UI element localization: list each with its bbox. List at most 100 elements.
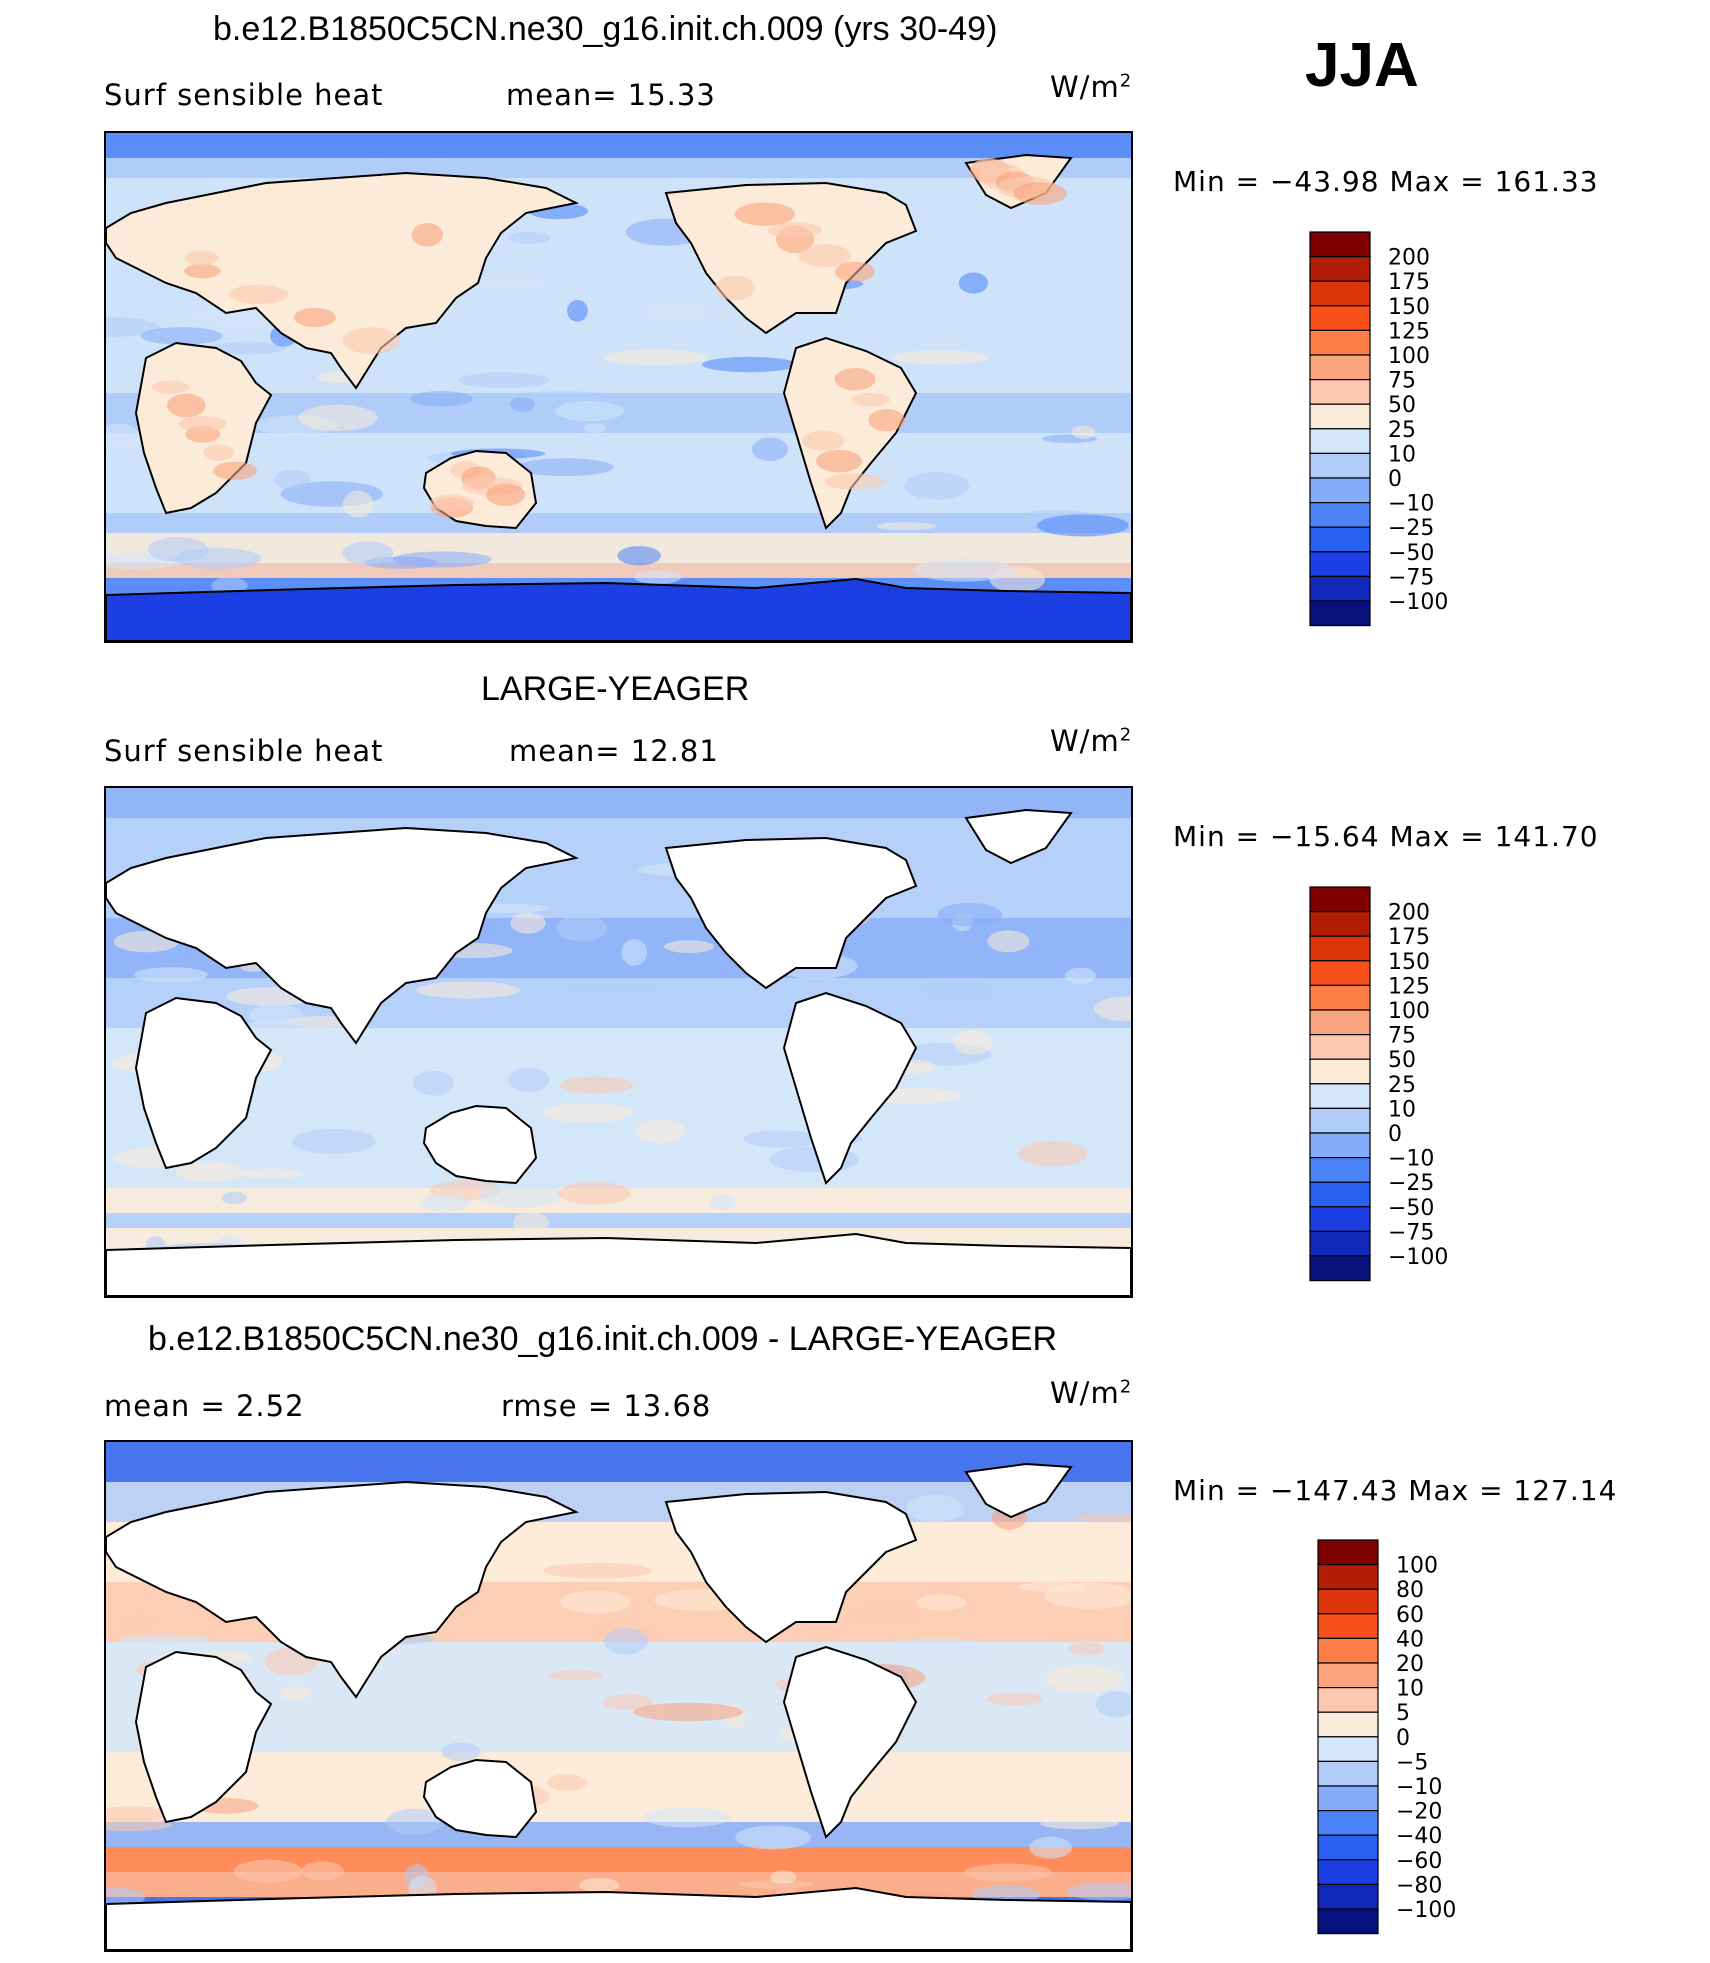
- coastline: [422, 1758, 538, 1839]
- land-contour-patch: [834, 368, 876, 391]
- panel-1-title: b.e12.B1850C5CN.ne30_g16.init.ch.009 (yr…: [213, 10, 998, 48]
- colorbar-tick-label: 80: [1396, 1578, 1424, 1603]
- colorbar-swatch: [1309, 551, 1371, 577]
- land-contour-patch: [802, 430, 845, 451]
- contour-patch: [106, 1817, 173, 1832]
- contour-patch: [392, 551, 492, 568]
- contour-patch: [886, 1638, 989, 1654]
- contour-patch: [751, 437, 789, 462]
- coastline: [106, 1886, 1131, 1950]
- contour-patch: [441, 1742, 481, 1761]
- contour-patch: [557, 1181, 632, 1205]
- contour-band: [106, 483, 1131, 513]
- contour-patch: [513, 391, 615, 401]
- coastline: [106, 577, 1131, 641]
- contour-patch: [583, 423, 607, 434]
- contour-patch: [739, 1880, 813, 1889]
- colorbar-swatch: [1317, 1834, 1379, 1861]
- coastline: [782, 1645, 918, 1839]
- contour-patch: [409, 391, 473, 407]
- contour-patch: [1026, 394, 1078, 417]
- colorbar-swatch: [1317, 1637, 1379, 1664]
- colorbar-tick-label: 50: [1388, 393, 1416, 418]
- contour-patch: [1066, 1883, 1131, 1901]
- land-contour-patch: [184, 250, 219, 266]
- contour-patch: [233, 1859, 303, 1884]
- colorbar-swatch: [1317, 1588, 1379, 1615]
- land-contour-patch: [411, 223, 444, 247]
- panel-3-colorbar: 100 80 60 40 20 10 5 0 −5 −10 −20 −40 −60 −80 −100: [1316, 1538, 1516, 1948]
- colorbar-tick-label: −60: [1396, 1849, 1442, 1874]
- colorbar-tick-label: 75: [1388, 369, 1416, 394]
- panel-1-map: [104, 131, 1133, 643]
- colorbar-tick-label: −80: [1396, 1873, 1442, 1898]
- contour-patch: [1071, 425, 1096, 439]
- colorbar-swatch: [1309, 984, 1371, 1011]
- contour-patch: [281, 1686, 311, 1701]
- contour-patch: [508, 1067, 550, 1092]
- colorbar-tick-label: −10: [1396, 1775, 1442, 1800]
- colorbar-tick-label: 10: [1388, 1097, 1416, 1122]
- colorbar-tick-label: 25: [1388, 418, 1416, 443]
- colorbar-swatch: [1317, 1662, 1379, 1689]
- contour-patch: [803, 1194, 887, 1209]
- contour-band: [106, 1822, 1131, 1847]
- contour-patch: [1036, 514, 1129, 537]
- contour-patch: [476, 1182, 563, 1209]
- colorbar-tick-label: −75: [1388, 1220, 1434, 1245]
- contour-patch: [133, 967, 208, 983]
- contour-band: [106, 433, 1131, 483]
- contour-patch: [547, 1774, 587, 1791]
- colorbar-swatch: [1317, 1711, 1379, 1738]
- land-contour-patch: [714, 275, 755, 301]
- contour-band: [106, 1782, 1131, 1822]
- colorbar-swatch: [1309, 886, 1371, 913]
- contour-patch: [248, 1004, 304, 1026]
- coastline: [964, 808, 1073, 865]
- colorbar-tick-label: −50: [1388, 1196, 1434, 1221]
- land-contour-patch: [734, 202, 795, 226]
- contour-patch: [563, 984, 659, 995]
- colorbar-swatch: [1309, 354, 1371, 381]
- contour-patch: [987, 1692, 1043, 1706]
- panel-2-mean-label: mean= 12.81: [509, 734, 719, 768]
- contour-patch: [515, 458, 614, 477]
- colorbar-tick-label: 50: [1388, 1048, 1416, 1073]
- contour-patch: [750, 1166, 781, 1177]
- contour-patch: [920, 978, 994, 1002]
- contour-patch: [602, 1694, 654, 1710]
- colorbar-swatch: [1309, 477, 1371, 504]
- contour-patch: [646, 302, 712, 322]
- colorbar-swatch: [1309, 1230, 1371, 1257]
- colorbar-swatch: [1317, 1736, 1379, 1763]
- panel-1-colorbar: 200 175 150 125 100 75 50 25 10 0 −10 −25 −50 −75 −100: [1308, 230, 1508, 640]
- contour-patch: [1045, 1664, 1124, 1693]
- contour-patch: [300, 1861, 344, 1881]
- land-contour-patch: [203, 444, 235, 461]
- contour-patch: [458, 372, 550, 389]
- colorbar-swatch: [1309, 1107, 1371, 1134]
- contour-band: [106, 513, 1131, 533]
- coastline: [106, 1480, 580, 1699]
- contour-patch: [292, 1128, 376, 1154]
- contour-patch: [770, 1870, 797, 1884]
- panel-2-title: LARGE-YEAGER: [481, 670, 750, 708]
- land-contour-patch: [815, 449, 863, 473]
- land-contour-patch: [293, 307, 336, 328]
- land-contour-patch: [178, 416, 227, 432]
- contour-patch: [556, 914, 607, 942]
- contour-patch: [604, 1628, 648, 1655]
- contour-patch: [621, 938, 648, 966]
- panel-2-minmax: Min = −15.64 Max = 141.70: [1173, 820, 1599, 853]
- contour-patch: [953, 1030, 993, 1055]
- panel-2-variable-label: Surf sensible heat: [104, 734, 384, 768]
- colorbar-swatch: [1309, 452, 1371, 479]
- contour-patch: [174, 547, 262, 570]
- colorbar-swatch: [1309, 1132, 1371, 1159]
- contour-patch: [237, 1168, 304, 1179]
- colorbar-tick-label: 125: [1388, 319, 1430, 344]
- contour-patch: [122, 1614, 156, 1633]
- contour-patch: [237, 1020, 313, 1040]
- land-contour-patch: [167, 393, 206, 418]
- contour-patch: [463, 278, 547, 288]
